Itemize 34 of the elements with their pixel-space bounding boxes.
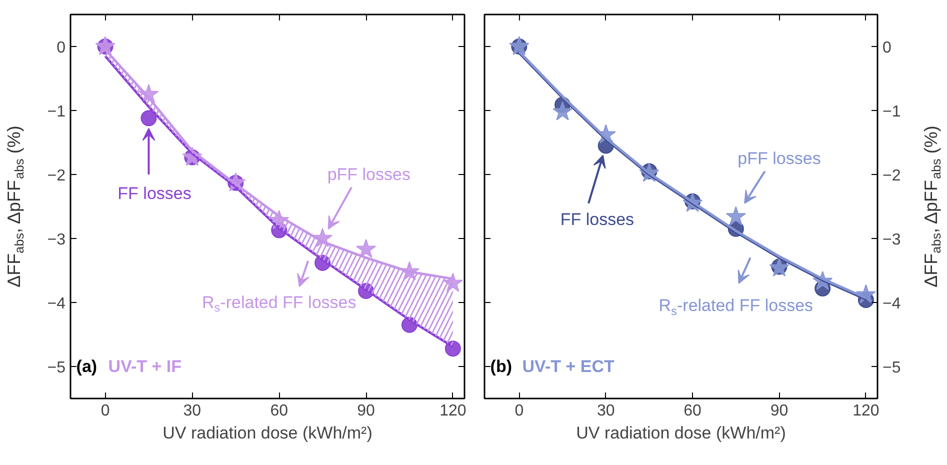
x-tick-label: 60: [270, 402, 288, 420]
text: UV-T + ECT: [522, 357, 615, 376]
x-tick-label: 30: [183, 402, 202, 420]
y-tick-label: −3: [882, 232, 901, 248]
annotation: pFF losses: [738, 149, 821, 168]
y-tick-label: −2: [47, 168, 66, 184]
y-axis-title: ΔFFabs, ΔpFFabs (%): [4, 126, 26, 288]
y-tick-label: 0: [882, 40, 892, 56]
y-tick-label: −2: [882, 168, 901, 184]
x-tick-label: 90: [357, 402, 375, 420]
x-tick-label: 120: [852, 402, 880, 420]
y-axis-title: ΔFFabs, ΔpFFabs (%): [921, 126, 944, 288]
annotation: FF losses: [560, 210, 634, 229]
y-tick-label: −5: [882, 360, 901, 376]
x-axis-title: UV radiation dose (kWh/m²): [162, 424, 372, 442]
y-tick-label: −1: [47, 104, 66, 120]
x-tick-label: 120: [440, 402, 466, 420]
y-tick-label: 0: [56, 40, 66, 56]
annotation: pFF losses: [327, 165, 410, 184]
annotation: FF losses: [118, 184, 192, 204]
x-tick-label: 90: [770, 402, 788, 420]
x-tick-label: 0: [514, 402, 524, 420]
text: UV-T + IF: [108, 357, 182, 376]
y-tick-label: −4: [882, 296, 901, 312]
text: (b): [490, 357, 512, 376]
text: (a): [76, 357, 98, 376]
x-tick-label: 30: [596, 402, 615, 420]
x-tick-label: 0: [100, 402, 110, 420]
x-axis-title: UV radiation dose (kWh/m²): [576, 424, 786, 442]
y-tick-label: −1: [882, 104, 901, 120]
y-tick-label: −3: [47, 232, 66, 248]
y-tick-label: −5: [47, 360, 66, 376]
x-tick-label: 60: [684, 402, 702, 420]
y-tick-label: −4: [47, 296, 66, 312]
